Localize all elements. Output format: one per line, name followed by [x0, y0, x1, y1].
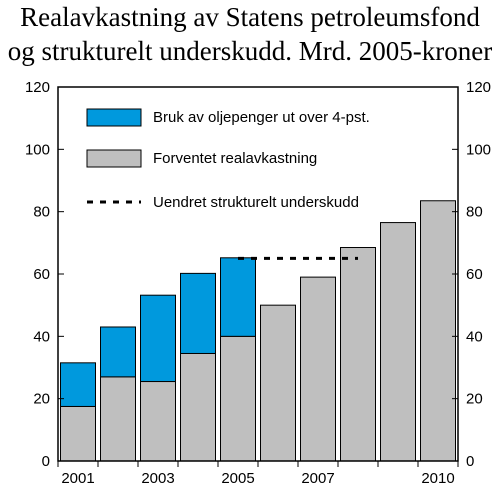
y-tick-label-right: 60: [466, 266, 483, 283]
bar-realavkastning-2009: [380, 222, 416, 462]
y-tick-label-left: 40: [33, 328, 50, 345]
x-tick-label-2003: 2003: [141, 470, 174, 487]
chart-title-line1: Realavkastning av Statens petroleumsfond: [20, 2, 480, 32]
bar-realavkastning-2001: [60, 405, 96, 462]
y-tick-label-left: 120: [25, 79, 50, 96]
bar-oljepenger-2004: [180, 272, 216, 354]
plot-area: [57, 86, 459, 467]
legend-label-oljepenger: Bruk av oljepenger ut over 4-pst.: [153, 109, 370, 126]
x-tick-label-2005: 2005: [221, 470, 254, 487]
legend-swatch-oljepenger: [86, 108, 142, 127]
bar-realavkastning-2002: [100, 376, 136, 462]
y-tick-label-left: 80: [33, 204, 50, 221]
y-tick-label-left: 20: [33, 391, 50, 408]
bar-realavkastning-2007: [300, 276, 336, 462]
bar-oljepenger-2001: [60, 362, 96, 407]
bar-realavkastning-2005: [220, 335, 256, 462]
x-tick-label-2007: 2007: [301, 470, 334, 487]
chart-title-line2: og strukturelt underskudd. Mrd. 2005-kro…: [7, 36, 493, 66]
y-tick-label-right: 120: [466, 79, 491, 96]
legend-label-underskudd: Uendret strukturelt underskudd: [153, 194, 359, 211]
y-tick-label-left: 100: [25, 141, 50, 158]
y-tick-label-right: 0: [466, 453, 474, 470]
legend-swatch-realavkastning: [86, 149, 142, 168]
x-tick-label-2010: 2010: [421, 470, 454, 487]
bar-oljepenger-2003: [140, 294, 176, 383]
y-tick-label-left: 60: [33, 266, 50, 283]
legend-label-realavkastning: Forventet realavkastning: [153, 150, 317, 167]
bar-realavkastning-2008: [340, 247, 376, 462]
bar-oljepenger-2005: [220, 257, 256, 337]
bar-realavkastning-2010: [420, 200, 456, 462]
y-tick-label-left: 0: [42, 453, 50, 470]
bar-oljepenger-2002: [100, 326, 136, 378]
bar-realavkastning-2004: [180, 352, 216, 462]
y-tick-label-right: 20: [466, 391, 483, 408]
y-tick-label-right: 40: [466, 328, 483, 345]
y-tick-label-right: 100: [466, 141, 491, 158]
bar-realavkastning-2003: [140, 381, 176, 462]
x-tick-label-2001: 2001: [61, 470, 94, 487]
y-tick-label-right: 80: [466, 204, 483, 221]
legend: Bruk av oljepenger ut over 4-pst. Forven…: [86, 108, 370, 211]
bar-realavkastning-2006: [260, 304, 296, 462]
